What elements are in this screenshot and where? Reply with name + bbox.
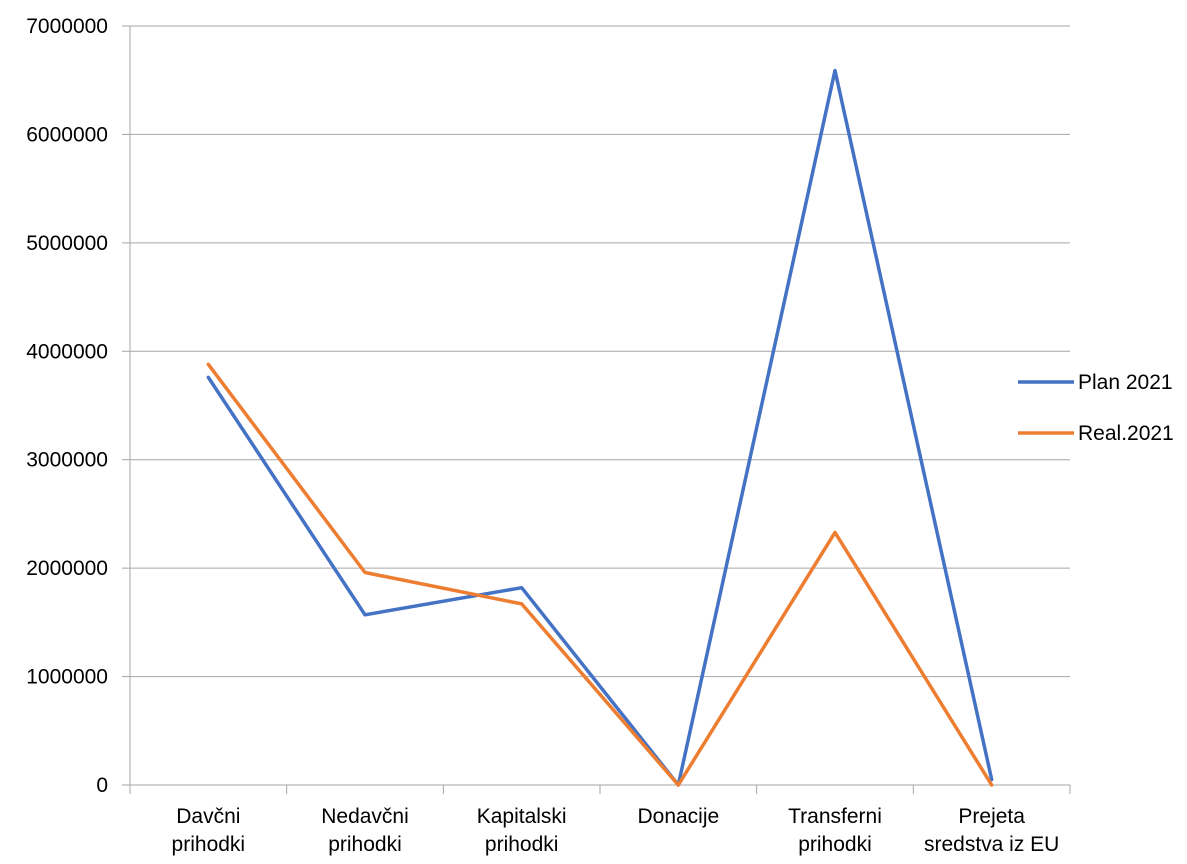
x-category-label-line: Prejeta [958,805,1025,828]
y-tick-label: 3000000 [26,449,108,472]
x-category-label-line: prihodki [798,833,872,856]
axes [122,25,1071,794]
x-category-label-line: Donacije [637,805,719,828]
series-line-plan-2021 [206,68,994,787]
y-tick-label: 6000000 [26,123,108,146]
y-tick-label: 7000000 [26,15,108,38]
x-category-label-line: prihodki [485,833,559,856]
x-category-label: Donacije [637,805,719,828]
x-category-label: Kapitalski prihodki [477,805,567,856]
x-category-label: Transferni prihodki [788,805,882,856]
x-category-label: Davčni prihodki [172,805,246,856]
series-lines [206,68,994,787]
x-category-label-line: sredstva iz EU [924,833,1059,856]
y-tick-label: 1000000 [26,666,108,689]
y-tick-label: 5000000 [26,232,108,255]
legend-label: Plan 2021 [1078,371,1173,394]
y-tick-label: 0 [96,774,108,797]
gridlines [130,25,1070,678]
legend-label: Real.2021 [1078,422,1174,445]
y-axis-tick-labels: 0 1000000 2000000 3000000 4000000 5000000 6000… [26,15,108,797]
legend: Plan 2021 Real.2021 [1018,371,1174,445]
x-category-label-line: Kapitalski [477,805,567,828]
x-category-label: Nedavčni prihodki [321,805,409,856]
x-category-label-line: Nedavčni [321,805,409,828]
x-category-label-line: prihodki [328,833,402,856]
x-category-label: Prejeta sredstva iz EU [924,805,1059,856]
y-tick-label: 4000000 [26,340,108,363]
x-category-label-line: Transferni [788,805,882,828]
series-line-real-2021 [206,362,994,787]
x-category-label-line: prihodki [172,833,246,856]
x-category-label-line: Davčni [176,805,240,828]
y-tick-label: 2000000 [26,557,108,580]
